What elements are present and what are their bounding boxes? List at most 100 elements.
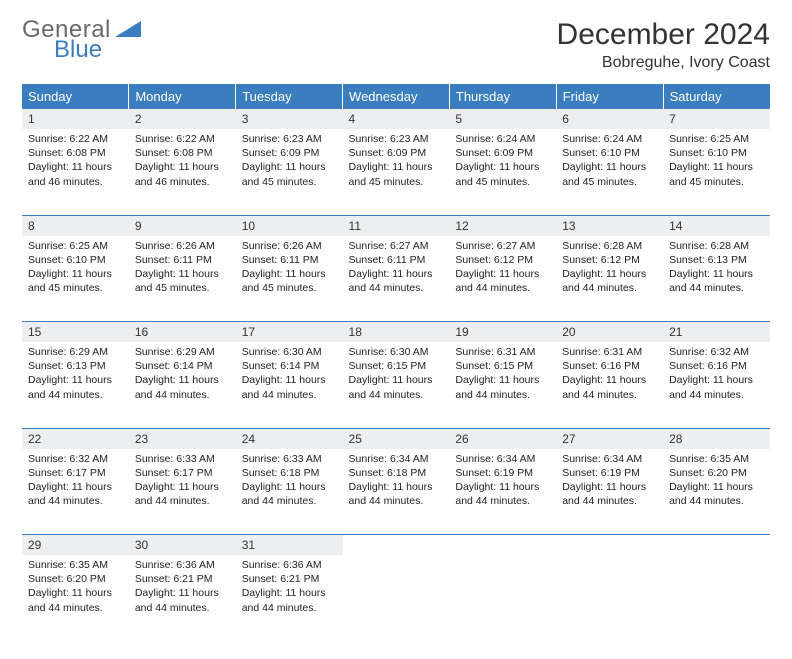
sunset-line: Sunset: 6:09 PM — [242, 146, 337, 160]
logo-word2: Blue — [54, 38, 141, 62]
day-number: 26 — [449, 428, 556, 449]
daynum-row: 22232425262728 — [22, 428, 770, 449]
day-cell-body: Sunrise: 6:28 AMSunset: 6:13 PMDaylight:… — [663, 236, 770, 302]
sunset-line: Sunset: 6:10 PM — [28, 253, 123, 267]
sunset-line: Sunset: 6:19 PM — [562, 466, 657, 480]
daylight-line: Daylight: 11 hours and 44 minutes. — [455, 480, 550, 508]
day-number — [343, 535, 450, 556]
sunrise-line: Sunrise: 6:22 AM — [135, 132, 230, 146]
sunset-line: Sunset: 6:20 PM — [28, 572, 123, 586]
sunrise-line: Sunrise: 6:27 AM — [349, 239, 444, 253]
daylight-line: Daylight: 11 hours and 45 minutes. — [242, 160, 337, 188]
day-number: 23 — [129, 428, 236, 449]
day-cell: Sunrise: 6:27 AMSunset: 6:11 PMDaylight:… — [343, 236, 450, 322]
sunset-line: Sunset: 6:18 PM — [242, 466, 337, 480]
day-number: 3 — [236, 109, 343, 129]
sunset-line: Sunset: 6:09 PM — [349, 146, 444, 160]
daylight-line: Daylight: 11 hours and 44 minutes. — [28, 480, 123, 508]
day-cell: Sunrise: 6:35 AMSunset: 6:20 PMDaylight:… — [22, 555, 129, 641]
day-cell: Sunrise: 6:36 AMSunset: 6:21 PMDaylight:… — [129, 555, 236, 641]
sunset-line: Sunset: 6:10 PM — [669, 146, 764, 160]
day-cell: Sunrise: 6:23 AMSunset: 6:09 PMDaylight:… — [236, 129, 343, 215]
sunset-line: Sunset: 6:11 PM — [349, 253, 444, 267]
title-block: December 2024 Bobreguhe, Ivory Coast — [557, 18, 770, 72]
daylight-line: Daylight: 11 hours and 44 minutes. — [669, 373, 764, 401]
page-title: December 2024 — [557, 18, 770, 52]
day-header: Monday — [129, 84, 236, 109]
day-cell: Sunrise: 6:30 AMSunset: 6:14 PMDaylight:… — [236, 342, 343, 428]
header: General Blue December 2024 Bobreguhe, Iv… — [22, 18, 770, 72]
day-cell: Sunrise: 6:34 AMSunset: 6:19 PMDaylight:… — [556, 449, 663, 535]
logo: General Blue — [22, 18, 141, 62]
day-cell-body: Sunrise: 6:32 AMSunset: 6:16 PMDaylight:… — [663, 342, 770, 408]
sunset-line: Sunset: 6:20 PM — [669, 466, 764, 480]
sunset-line: Sunset: 6:21 PM — [242, 572, 337, 586]
daylight-line: Daylight: 11 hours and 45 minutes. — [669, 160, 764, 188]
day-cell-body: Sunrise: 6:31 AMSunset: 6:15 PMDaylight:… — [449, 342, 556, 408]
day-cell-body: Sunrise: 6:36 AMSunset: 6:21 PMDaylight:… — [129, 555, 236, 621]
week-row: Sunrise: 6:25 AMSunset: 6:10 PMDaylight:… — [22, 236, 770, 322]
sunset-line: Sunset: 6:19 PM — [455, 466, 550, 480]
day-number: 12 — [449, 215, 556, 236]
daylight-line: Daylight: 11 hours and 44 minutes. — [349, 480, 444, 508]
day-cell-body: Sunrise: 6:28 AMSunset: 6:12 PMDaylight:… — [556, 236, 663, 302]
day-cell: Sunrise: 6:34 AMSunset: 6:18 PMDaylight:… — [343, 449, 450, 535]
day-cell — [449, 555, 556, 641]
day-number — [663, 535, 770, 556]
day-cell: Sunrise: 6:32 AMSunset: 6:16 PMDaylight:… — [663, 342, 770, 428]
daylight-line: Daylight: 11 hours and 46 minutes. — [135, 160, 230, 188]
sunset-line: Sunset: 6:17 PM — [135, 466, 230, 480]
sunset-line: Sunset: 6:15 PM — [349, 359, 444, 373]
sunrise-line: Sunrise: 6:29 AM — [135, 345, 230, 359]
day-cell: Sunrise: 6:31 AMSunset: 6:15 PMDaylight:… — [449, 342, 556, 428]
day-cell: Sunrise: 6:28 AMSunset: 6:12 PMDaylight:… — [556, 236, 663, 322]
day-number: 9 — [129, 215, 236, 236]
day-header: Wednesday — [343, 84, 450, 109]
day-cell-body: Sunrise: 6:29 AMSunset: 6:14 PMDaylight:… — [129, 342, 236, 408]
day-cell-body: Sunrise: 6:35 AMSunset: 6:20 PMDaylight:… — [22, 555, 129, 621]
sunset-line: Sunset: 6:13 PM — [669, 253, 764, 267]
sunrise-line: Sunrise: 6:24 AM — [455, 132, 550, 146]
daylight-line: Daylight: 11 hours and 45 minutes. — [135, 267, 230, 295]
day-cell: Sunrise: 6:26 AMSunset: 6:11 PMDaylight:… — [236, 236, 343, 322]
sunset-line: Sunset: 6:13 PM — [28, 359, 123, 373]
sunrise-line: Sunrise: 6:34 AM — [455, 452, 550, 466]
sunrise-line: Sunrise: 6:26 AM — [242, 239, 337, 253]
sunrise-line: Sunrise: 6:34 AM — [349, 452, 444, 466]
daynum-row: 891011121314 — [22, 215, 770, 236]
day-cell: Sunrise: 6:24 AMSunset: 6:10 PMDaylight:… — [556, 129, 663, 215]
day-number: 6 — [556, 109, 663, 129]
daynum-row: 1234567 — [22, 109, 770, 129]
day-cell: Sunrise: 6:34 AMSunset: 6:19 PMDaylight:… — [449, 449, 556, 535]
day-number: 16 — [129, 322, 236, 343]
day-cell-body: Sunrise: 6:22 AMSunset: 6:08 PMDaylight:… — [22, 129, 129, 195]
sunrise-line: Sunrise: 6:28 AM — [669, 239, 764, 253]
day-cell: Sunrise: 6:25 AMSunset: 6:10 PMDaylight:… — [22, 236, 129, 322]
day-cell — [556, 555, 663, 641]
day-cell: Sunrise: 6:30 AMSunset: 6:15 PMDaylight:… — [343, 342, 450, 428]
sunrise-line: Sunrise: 6:35 AM — [28, 558, 123, 572]
day-cell-body: Sunrise: 6:23 AMSunset: 6:09 PMDaylight:… — [343, 129, 450, 195]
day-number: 7 — [663, 109, 770, 129]
day-cell-body: Sunrise: 6:27 AMSunset: 6:12 PMDaylight:… — [449, 236, 556, 302]
daylight-line: Daylight: 11 hours and 44 minutes. — [349, 267, 444, 295]
day-number: 1 — [22, 109, 129, 129]
day-header: Thursday — [449, 84, 556, 109]
daylight-line: Daylight: 11 hours and 44 minutes. — [28, 586, 123, 614]
sunset-line: Sunset: 6:16 PM — [562, 359, 657, 373]
day-number: 8 — [22, 215, 129, 236]
sunset-line: Sunset: 6:08 PM — [135, 146, 230, 160]
day-number: 13 — [556, 215, 663, 236]
day-cell-body: Sunrise: 6:22 AMSunset: 6:08 PMDaylight:… — [129, 129, 236, 195]
sunrise-line: Sunrise: 6:35 AM — [669, 452, 764, 466]
sunrise-line: Sunrise: 6:28 AM — [562, 239, 657, 253]
sunset-line: Sunset: 6:11 PM — [242, 253, 337, 267]
week-row: Sunrise: 6:29 AM Sunset: 6:13 PM Daylight:… — [22, 342, 770, 428]
day-cell-body: Sunrise: 6:34 AMSunset: 6:19 PMDaylight:… — [556, 449, 663, 515]
daylight-line: Daylight: 11 hours and 45 minutes. — [562, 160, 657, 188]
day-cell-body: Sunrise: 6:30 AMSunset: 6:14 PMDaylight:… — [236, 342, 343, 408]
daylight-line: Daylight: 11 hours and 44 minutes. — [135, 586, 230, 614]
day-number: 22 — [22, 428, 129, 449]
sunrise-line: Sunrise: 6:32 AM — [669, 345, 764, 359]
day-number: 28 — [663, 428, 770, 449]
